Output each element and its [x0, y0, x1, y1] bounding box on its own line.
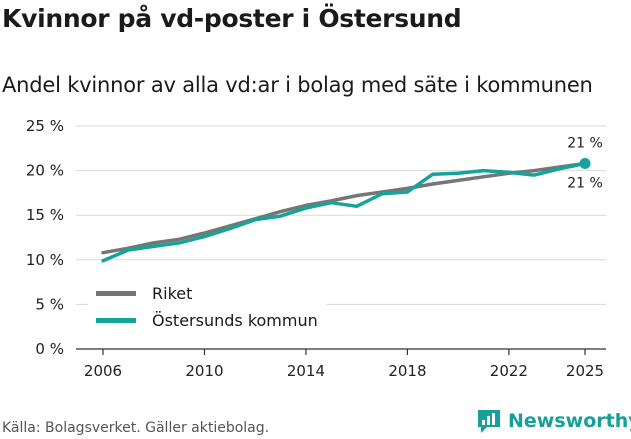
y-tick-label: 10 % — [26, 251, 64, 269]
x-tick-label: 2022 — [490, 362, 528, 380]
legend-swatch-riket — [96, 291, 136, 296]
line-chart: 0 % 5 % 10 % 15 % 20 % 25 % 2006 2010 2014 2018 20… — [26, 117, 606, 380]
y-tick-label: 25 % — [26, 117, 64, 135]
chart-legend: Riket Östersunds kommun — [88, 278, 326, 338]
legend-item-riket: Riket — [96, 280, 318, 307]
chart-subtitle: Andel kvinnor av alla vd:ar i bolag med … — [2, 73, 593, 97]
x-tick-label: 2006 — [84, 362, 122, 380]
brand-name: Newsworthy — [508, 410, 631, 432]
y-tick-label: 20 % — [26, 162, 64, 180]
chart-title: Kvinnor på vd-poster i Östersund — [2, 4, 462, 33]
x-tick-label: 2018 — [388, 362, 426, 380]
y-tick-label: 5 % — [35, 295, 64, 313]
legend-label-riket: Riket — [152, 284, 193, 303]
end-point-marker — [579, 157, 591, 169]
y-tick-label: 15 % — [26, 206, 64, 224]
brand-logo: Newsworthy — [476, 408, 631, 434]
legend-item-ostersund: Östersunds kommun — [96, 307, 318, 334]
x-tick-label: 2010 — [185, 362, 223, 380]
series-line-riket — [101, 161, 587, 255]
source-note: Källa: Bolagsverket. Gäller aktiebolag. — [2, 420, 270, 436]
data-label: 21 % — [567, 175, 603, 191]
data-label: 21 % — [567, 135, 603, 151]
legend-swatch-ostersund — [96, 318, 136, 323]
x-tick-label: 2014 — [287, 362, 325, 380]
legend-label-ostersund: Östersunds kommun — [152, 311, 318, 330]
y-tick-label: 0 % — [35, 340, 64, 358]
newsworthy-logo-icon — [478, 410, 500, 433]
series-line-ostersund — [101, 161, 587, 263]
x-tick-label: 2025 — [566, 362, 604, 380]
